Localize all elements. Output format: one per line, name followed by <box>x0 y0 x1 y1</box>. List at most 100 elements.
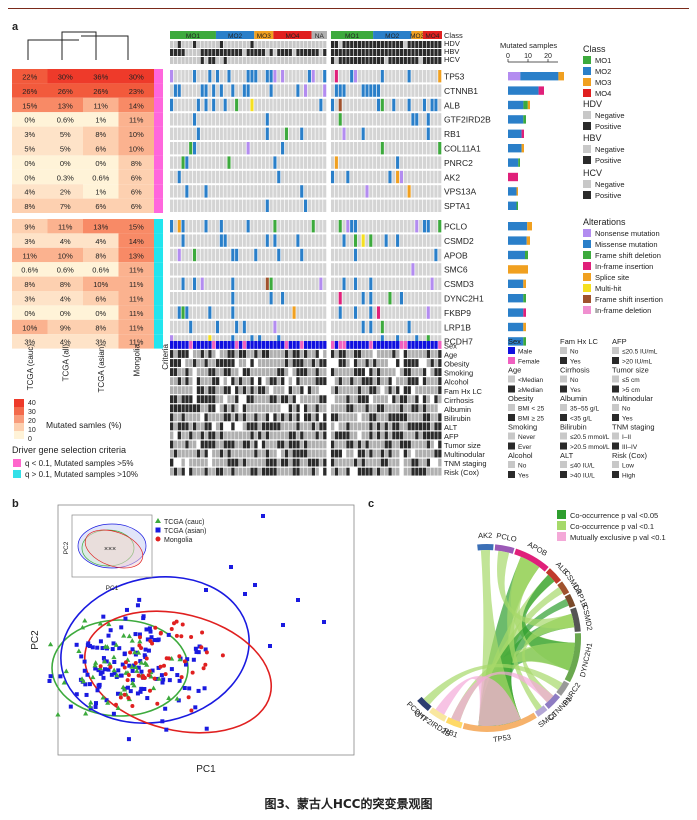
oncoprint-cell <box>227 292 231 305</box>
clinical-cell <box>208 422 212 431</box>
scatter-point-asian <box>101 675 106 680</box>
clinical-cell <box>269 341 273 349</box>
clinical-cell <box>231 404 235 413</box>
clinical-cell <box>215 404 220 413</box>
oncoprint-cell <box>430 306 434 319</box>
clinical-cell <box>173 350 178 358</box>
oncoprint-cell <box>219 170 223 184</box>
clinical-cell <box>350 458 354 467</box>
scatter-point-asian <box>90 645 95 650</box>
heat-cell <box>83 155 119 170</box>
clinical-cell <box>319 404 323 413</box>
clinical-cell <box>227 431 231 440</box>
clinical-cell <box>430 440 434 449</box>
clinical-cell <box>373 359 377 367</box>
oncoprint-cell <box>242 70 246 83</box>
oncoprint-cell <box>315 199 319 212</box>
oncoprint-cell <box>177 142 181 155</box>
oncoprint-cell <box>196 248 200 262</box>
clinical-cell <box>208 440 212 449</box>
oncoprint-cell <box>330 170 335 184</box>
oncoprint-cell <box>419 320 423 334</box>
oncoprint-cell <box>170 170 174 184</box>
clinical-cell <box>242 467 247 476</box>
heat-value: 4% <box>60 237 71 246</box>
virus-track-cell <box>189 57 193 64</box>
virus-track-cell <box>342 41 346 48</box>
clinical-cell <box>281 449 285 458</box>
clinical-cell <box>173 377 178 386</box>
clinical-cell <box>396 431 400 440</box>
heat-cell <box>47 219 83 234</box>
oncoprint-cell <box>185 234 189 247</box>
clinical-legend-swatch <box>508 375 515 383</box>
oncoprint-cell <box>189 142 193 155</box>
oncoprint-cell <box>388 127 392 140</box>
oncoprint-cell <box>277 292 281 305</box>
mutated-samples-bar <box>523 322 526 332</box>
oncoprint-cell <box>269 292 273 305</box>
clinical-cell <box>426 368 431 376</box>
oncoprint-cell <box>438 234 442 247</box>
clinical-cell <box>319 395 323 404</box>
oncoprint-cell <box>380 185 384 198</box>
clinical-cell <box>181 458 185 467</box>
oncoprint-cell <box>273 142 277 155</box>
oncoprint-cell <box>373 127 377 140</box>
oncoprint-cell <box>204 263 208 276</box>
oncoprint-cell <box>277 306 281 319</box>
oncoprint-cell <box>215 142 220 155</box>
clinical-cell <box>281 413 285 422</box>
virus-track-cell <box>342 49 346 56</box>
clinical-cell <box>426 440 431 449</box>
oncoprint-cell <box>403 306 407 319</box>
oncoprint-cell <box>434 292 438 305</box>
oncoprint-cell <box>223 170 227 184</box>
oncoprint-cell <box>384 320 388 334</box>
virus-track-cell <box>399 57 404 64</box>
clinical-cell <box>419 467 423 476</box>
oncoprint-cell <box>189 127 193 140</box>
clinical-cell <box>304 467 308 476</box>
clinical-cell <box>219 467 224 476</box>
oncoprint-cell <box>369 199 373 212</box>
virus-track-cell <box>426 49 430 56</box>
oncoprint-cell <box>380 84 384 97</box>
oncoprint-cell <box>258 113 262 126</box>
oncoprint-cell <box>208 306 212 319</box>
class-segment <box>215 31 255 39</box>
clinical-cell <box>407 395 411 404</box>
oncoprint-cell <box>177 156 181 169</box>
cohort-label: TCGA (cauc) <box>26 344 35 391</box>
oncoprint-cell <box>223 98 227 112</box>
scatter-point-mongolia <box>164 656 169 661</box>
oncoprint-cell <box>219 320 223 334</box>
clinical-row-label: Obesity <box>444 360 470 369</box>
criteria-strip <box>154 69 163 84</box>
clinical-cell <box>384 377 388 386</box>
oncoprint-cell <box>246 185 250 198</box>
virus-track-cell <box>212 57 216 64</box>
oncoprint-cell <box>277 234 281 247</box>
scatter-point-mongolia <box>204 650 209 655</box>
clinical-cell <box>212 422 216 431</box>
scatter-point-mongolia <box>190 670 195 675</box>
clinical-cell <box>238 458 243 467</box>
chord-arc <box>564 633 581 683</box>
scatter-point-asian <box>111 711 116 716</box>
class-segment-label: NA <box>315 33 325 40</box>
clinical-cell <box>323 368 327 376</box>
clinical-legend-swatch <box>508 461 515 468</box>
oncoprint-cell <box>281 320 285 334</box>
clinical-cell <box>338 359 342 367</box>
oncoprint-cell <box>334 292 338 305</box>
oncoprint-cell <box>411 70 415 83</box>
oncoprint-cell <box>392 70 396 83</box>
clinical-cell <box>330 413 335 422</box>
clinical-cell <box>277 422 281 431</box>
clinical-cell <box>246 458 250 467</box>
oncoprint-cell <box>330 220 335 233</box>
oncoprint-cell <box>231 320 235 334</box>
heat-cell <box>47 233 83 248</box>
clinical-cell <box>208 368 212 376</box>
